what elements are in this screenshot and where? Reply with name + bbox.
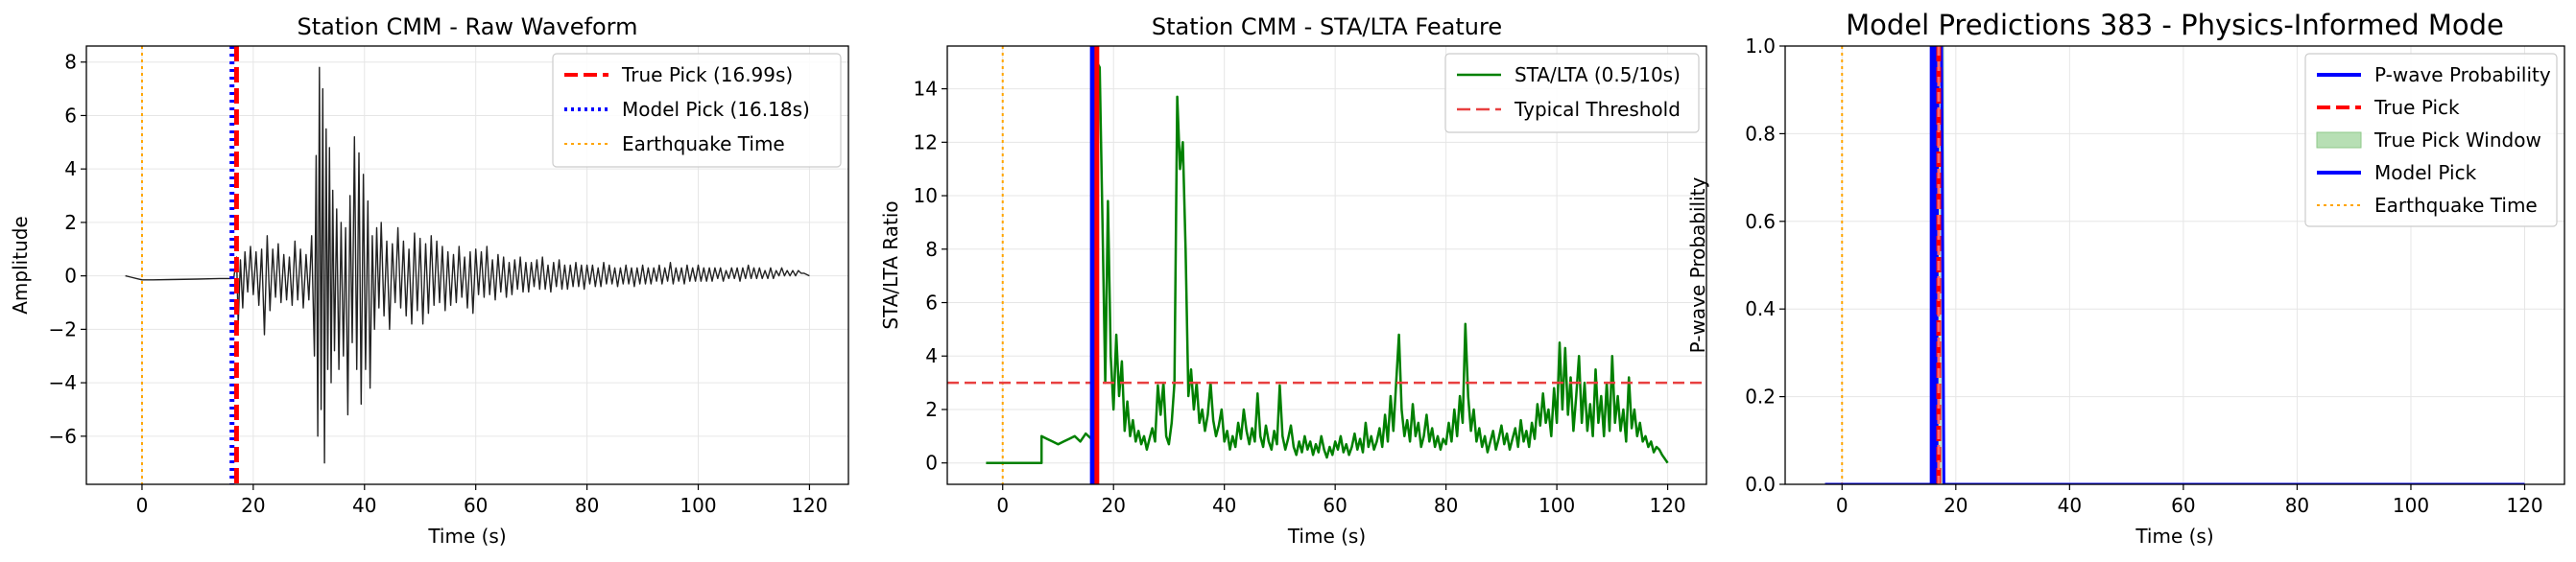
y-tick-label: 0.6	[1745, 210, 1776, 233]
axes-frame	[946, 45, 1707, 485]
y-axis-label: Amplitude	[9, 216, 32, 315]
legend-label: True Pick (16.99s)	[621, 63, 793, 86]
x-tick-label: 20	[1944, 494, 1968, 517]
y-axis-label: P-wave Probability	[1686, 177, 1709, 354]
chart-panel-1: 0 20 40 60 80 100 120 −6 −4 −2 0 2 4 6 8 Station CMM - …	[9, 13, 849, 548]
sta-lta-line	[986, 60, 1669, 464]
x-tick-label: 0	[996, 494, 1009, 517]
x-tick-label: 40	[1212, 494, 1236, 517]
x-tick-label: 100	[2393, 494, 2429, 517]
y-tick-label: 14	[914, 78, 938, 101]
x-tick-label: 20	[241, 494, 265, 517]
x-axis-label: Time (s)	[1287, 525, 1366, 548]
x-tick-label: 100	[680, 494, 716, 517]
y-tick-label: −6	[49, 425, 77, 448]
axes-frame	[85, 45, 849, 485]
legend-label: P-wave Probability	[2374, 63, 2551, 86]
legend-label: Earthquake Time	[2374, 194, 2538, 217]
x-tick-label: 100	[1538, 494, 1575, 517]
y-tick-label: 1.0	[1745, 35, 1776, 58]
x-tick-label: 120	[791, 494, 827, 517]
x-tick-label: 60	[1323, 494, 1347, 517]
y-tick-label: 8	[64, 51, 77, 74]
plot-area	[1825, 46, 2525, 484]
legend-label: True Pick Window	[2373, 129, 2541, 152]
legend-label: Typical Threshold	[1514, 98, 1681, 121]
x-tick-label: 40	[352, 494, 376, 517]
y-tick-label: 12	[914, 130, 938, 153]
legend-box	[552, 53, 842, 168]
legend-swatch	[2316, 131, 2362, 149]
x-axis-label: Time (s)	[427, 525, 506, 548]
y-axis-label: STA/LTA Ratio	[879, 200, 902, 329]
x-tick-label: 0	[1836, 494, 1849, 517]
x-axis-label: Time (s)	[2135, 525, 2213, 548]
y-tick-label: −4	[49, 371, 77, 394]
y-tick-label: 0.2	[1745, 386, 1776, 409]
y-tick-label: 4	[925, 344, 938, 367]
chart-title: Station CMM - STA/LTA Feature	[1152, 13, 1502, 40]
legend: P-wave Probability True Pick True Pick Win…	[2304, 53, 2558, 227]
x-tick-label: 80	[2285, 494, 2309, 517]
legend-box	[2304, 53, 2558, 227]
legend-box	[1444, 53, 1700, 133]
y-tick-label: 4	[64, 157, 77, 180]
chart-panel-2: 0 20 40 60 80 100 120 0 2 4 6 8 10 12 14 Station CMM - …	[879, 13, 1707, 548]
y-tick-label: 0.4	[1745, 297, 1776, 320]
y-tick-label: 0.0	[1745, 473, 1776, 496]
chart-title: Model Predictions 383 - Physics-Informed…	[1846, 9, 2504, 41]
x-tick-label: 20	[1101, 494, 1125, 517]
y-tick-label: 2	[925, 398, 938, 421]
x-tick-label: 0	[136, 494, 149, 517]
legend-label: Model Pick	[2374, 161, 2477, 184]
legend-label: Model Pick (16.18s)	[622, 98, 810, 121]
x-tick-label: 120	[1649, 494, 1685, 517]
y-tick-label: 10	[914, 184, 938, 207]
x-tick-label: 40	[2058, 494, 2082, 517]
x-tick-label: 80	[575, 494, 599, 517]
waveform-line	[125, 66, 810, 464]
axes-frame	[1784, 45, 2565, 485]
legend: True Pick (16.99s) Model Pick (16.18s) Ear…	[552, 53, 842, 168]
y-tick-label: 0	[64, 265, 77, 288]
y-tick-label: −2	[49, 317, 77, 340]
x-tick-label: 80	[1434, 494, 1458, 517]
plot-area	[125, 46, 810, 484]
x-tick-label: 60	[464, 494, 488, 517]
x-tick-label: 120	[2506, 494, 2542, 517]
y-tick-label: 6	[925, 292, 938, 315]
y-tick-label: 0	[925, 452, 938, 475]
y-tick-label: 8	[925, 238, 938, 261]
y-tick-label: 6	[64, 104, 77, 127]
legend-label: Earthquake Time	[622, 132, 785, 155]
plot-area	[947, 46, 1706, 484]
legend-label: STA/LTA (0.5/10s)	[1515, 63, 1681, 86]
legend-label: True Pick	[2373, 96, 2460, 119]
chart-title: Station CMM - Raw Waveform	[298, 13, 638, 40]
x-tick-label: 60	[2171, 494, 2195, 517]
y-tick-label: 2	[64, 211, 77, 234]
y-tick-label: 0.8	[1745, 122, 1776, 145]
legend: STA/LTA (0.5/10s) Typical Threshold	[1444, 53, 1700, 133]
chart-panel-3: 0 20 40 60 80 100 120 0.0 0.2 0.4 0.6 0.8 1.0 Model P…	[1686, 9, 2565, 548]
